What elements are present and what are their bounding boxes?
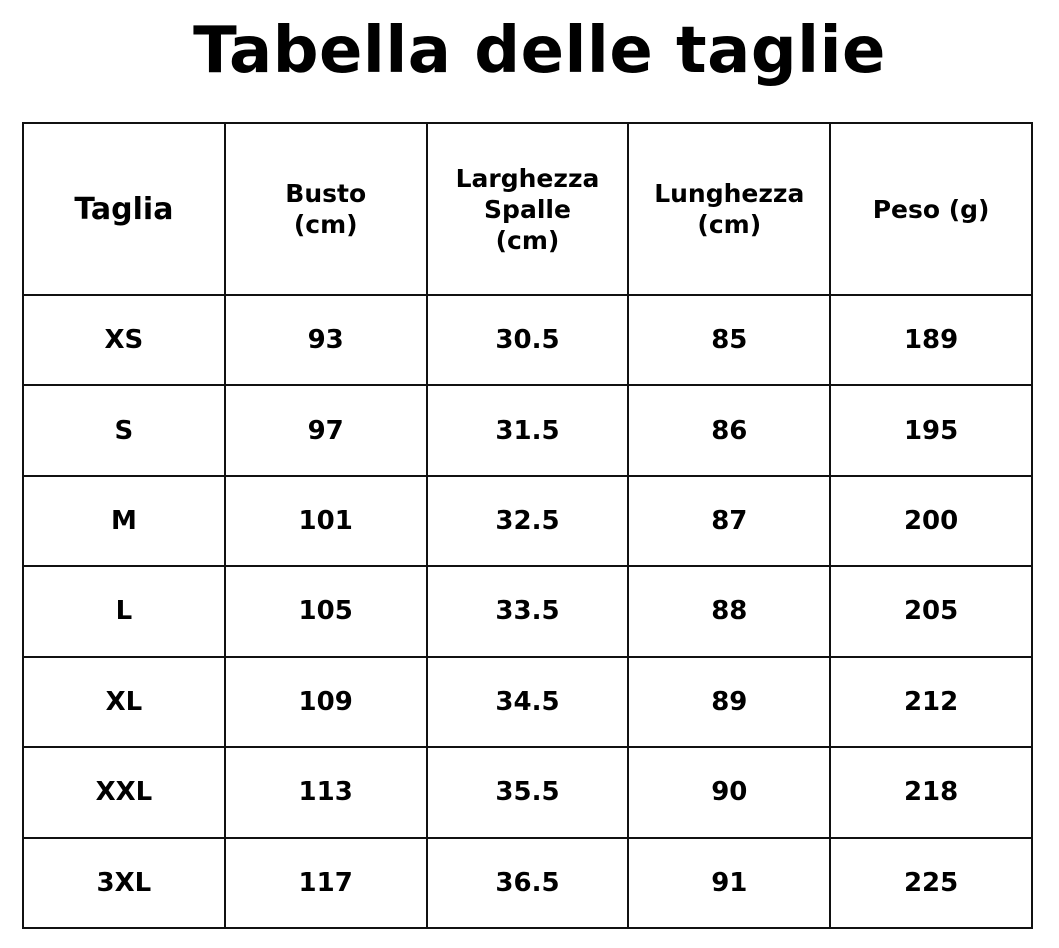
table-cell: M bbox=[22, 474, 226, 568]
table-cell: 90 bbox=[627, 746, 832, 839]
table-cell: 36.5 bbox=[425, 836, 630, 930]
table-cell: 86 bbox=[627, 384, 832, 477]
table-row: XS 93 30.5 85 189 bbox=[22, 293, 1033, 387]
table-cell: 225 bbox=[829, 836, 1033, 930]
table-row: M 101 32.5 87 200 bbox=[22, 474, 1033, 568]
table-cell: 109 bbox=[223, 655, 428, 749]
column-header-line: (cm) bbox=[293, 210, 358, 239]
table-cell: 34.5 bbox=[425, 655, 630, 749]
table-row: L 105 33.5 88 205 bbox=[22, 565, 1033, 658]
column-header: Taglia bbox=[22, 122, 226, 296]
table-cell: XL bbox=[22, 655, 226, 749]
table-cell: L bbox=[22, 565, 226, 658]
column-header: Lunghezza (cm) bbox=[627, 122, 832, 296]
table-cell: XS bbox=[22, 293, 226, 387]
table-cell: 33.5 bbox=[425, 565, 630, 658]
header-row: Taglia Busto (cm) Larghezza Spalle (cm) Lunghe… bbox=[22, 122, 1033, 296]
table-cell: 85 bbox=[627, 293, 832, 387]
table-cell: 97 bbox=[223, 384, 428, 477]
table-cell: XXL bbox=[22, 746, 226, 839]
table-cell: 3XL bbox=[22, 836, 226, 930]
table-row: 3XL 117 36.5 91 225 bbox=[22, 836, 1033, 930]
table-cell: 32.5 bbox=[425, 474, 630, 568]
table-row: XL 109 34.5 89 212 bbox=[22, 655, 1033, 749]
table-row: XXL 113 35.5 90 218 bbox=[22, 746, 1033, 839]
table-cell: 189 bbox=[829, 293, 1033, 387]
table-cell: S bbox=[22, 384, 226, 477]
table-cell: 88 bbox=[627, 565, 832, 658]
table-cell: 87 bbox=[627, 474, 832, 568]
table-cell: 218 bbox=[829, 746, 1033, 839]
column-header-line: Peso (g) bbox=[872, 194, 990, 224]
table-cell: 113 bbox=[223, 746, 428, 839]
table-cell: 195 bbox=[829, 384, 1033, 477]
table-cell: 91 bbox=[627, 836, 832, 930]
page-title: Tabella delle taglie bbox=[193, 14, 886, 88]
column-header-line: (cm) bbox=[495, 225, 560, 255]
table-cell: 212 bbox=[829, 655, 1033, 749]
table-cell: 205 bbox=[829, 565, 1033, 658]
size-table: Taglia Busto (cm) Larghezza Spalle (cm) Lunghe… bbox=[22, 122, 1033, 930]
table-cell: 200 bbox=[829, 474, 1033, 568]
table-cell: 89 bbox=[627, 655, 832, 749]
table-cell: 35.5 bbox=[425, 746, 630, 839]
column-header-line: Taglia bbox=[74, 191, 174, 227]
column-header-line: Spalle bbox=[484, 194, 571, 224]
table-cell: 30.5 bbox=[425, 293, 630, 387]
column-header-line: (cm) bbox=[697, 210, 762, 239]
table-cell: 117 bbox=[223, 836, 428, 930]
column-header-line: Larghezza bbox=[455, 163, 600, 193]
table-row: S 97 31.5 86 195 bbox=[22, 384, 1033, 477]
table-cell: 101 bbox=[223, 474, 428, 568]
column-header-line: Busto bbox=[285, 179, 367, 208]
column-header: Busto (cm) bbox=[223, 122, 428, 296]
column-header-line: Lunghezza bbox=[654, 179, 805, 208]
table-cell: 93 bbox=[223, 293, 428, 387]
table-cell: 105 bbox=[223, 565, 428, 658]
table-cell: 31.5 bbox=[425, 384, 630, 477]
column-header: Larghezza Spalle (cm) bbox=[425, 122, 630, 296]
column-header: Peso (g) bbox=[829, 122, 1033, 296]
